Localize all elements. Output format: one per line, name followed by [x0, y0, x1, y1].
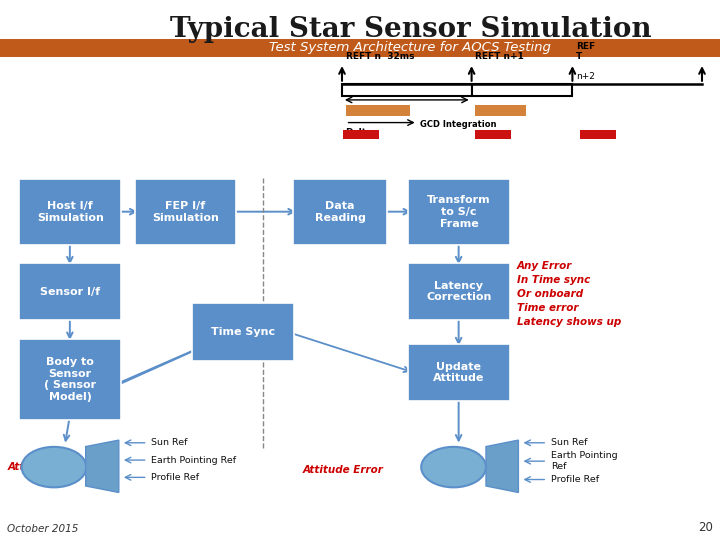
- Text: Profile Ref: Profile Ref: [551, 475, 599, 484]
- Text: Host I/f
Simulation: Host I/f Simulation: [37, 201, 104, 222]
- FancyBboxPatch shape: [475, 130, 511, 139]
- FancyBboxPatch shape: [472, 84, 572, 96]
- Text: Earth Pointing Ref: Earth Pointing Ref: [151, 456, 236, 464]
- Text: Attitude Error: Attitude Error: [7, 462, 88, 472]
- FancyBboxPatch shape: [343, 130, 379, 139]
- Text: Profile Ref: Profile Ref: [151, 473, 199, 482]
- FancyBboxPatch shape: [293, 179, 387, 245]
- FancyBboxPatch shape: [408, 263, 510, 320]
- Text: Sun Ref: Sun Ref: [151, 438, 188, 447]
- FancyBboxPatch shape: [19, 263, 121, 320]
- Text: October 2015: October 2015: [7, 523, 78, 534]
- FancyBboxPatch shape: [19, 179, 121, 245]
- Text: REFT n+1: REFT n+1: [475, 52, 524, 61]
- FancyBboxPatch shape: [408, 344, 510, 401]
- FancyBboxPatch shape: [475, 105, 526, 116]
- Text: FEP I/f
Simulation: FEP I/f Simulation: [152, 201, 219, 222]
- Text: REFT n  32ms: REFT n 32ms: [346, 52, 414, 61]
- FancyBboxPatch shape: [135, 179, 236, 245]
- Ellipse shape: [22, 447, 86, 487]
- FancyBboxPatch shape: [19, 339, 121, 420]
- Text: GCD Integration: GCD Integration: [420, 120, 496, 130]
- Text: Test System Architecture for AOCS Testing: Test System Architecture for AOCS Testin…: [269, 41, 552, 54]
- Text: Latency
Correction: Latency Correction: [426, 281, 492, 302]
- Text: Delta: Delta: [346, 128, 373, 137]
- Text: 20: 20: [698, 521, 713, 534]
- Text: Sun Ref: Sun Ref: [551, 438, 588, 447]
- Text: n+2: n+2: [576, 72, 595, 81]
- Text: Body to
Sensor
( Sensor
Model): Body to Sensor ( Sensor Model): [44, 357, 96, 402]
- FancyBboxPatch shape: [342, 84, 472, 96]
- Text: Typical Star Sensor Simulation: Typical Star Sensor Simulation: [170, 16, 651, 43]
- Polygon shape: [86, 440, 119, 492]
- FancyBboxPatch shape: [580, 130, 616, 139]
- Text: Earth Pointing
Ref: Earth Pointing Ref: [551, 451, 618, 471]
- FancyBboxPatch shape: [0, 39, 720, 57]
- Text: Time Sync: Time Sync: [211, 327, 275, 337]
- Text: Any Error
In Time sync
Or onboard
Time error
Latency shows up: Any Error In Time sync Or onboard Time e…: [517, 261, 621, 327]
- Polygon shape: [486, 440, 518, 492]
- FancyBboxPatch shape: [192, 303, 294, 361]
- Text: Sensor I/f: Sensor I/f: [40, 287, 100, 296]
- Text: Attitude Error: Attitude Error: [302, 465, 383, 475]
- Text: Data
Reading: Data Reading: [315, 201, 366, 222]
- Text: Update
Attitude: Update Attitude: [433, 362, 485, 383]
- Text: Transform
to S/c
Frame: Transform to S/c Frame: [427, 195, 491, 228]
- FancyBboxPatch shape: [346, 105, 410, 116]
- Ellipse shape: [421, 447, 486, 487]
- FancyBboxPatch shape: [408, 179, 510, 245]
- Text: REF
T: REF T: [576, 42, 595, 61]
